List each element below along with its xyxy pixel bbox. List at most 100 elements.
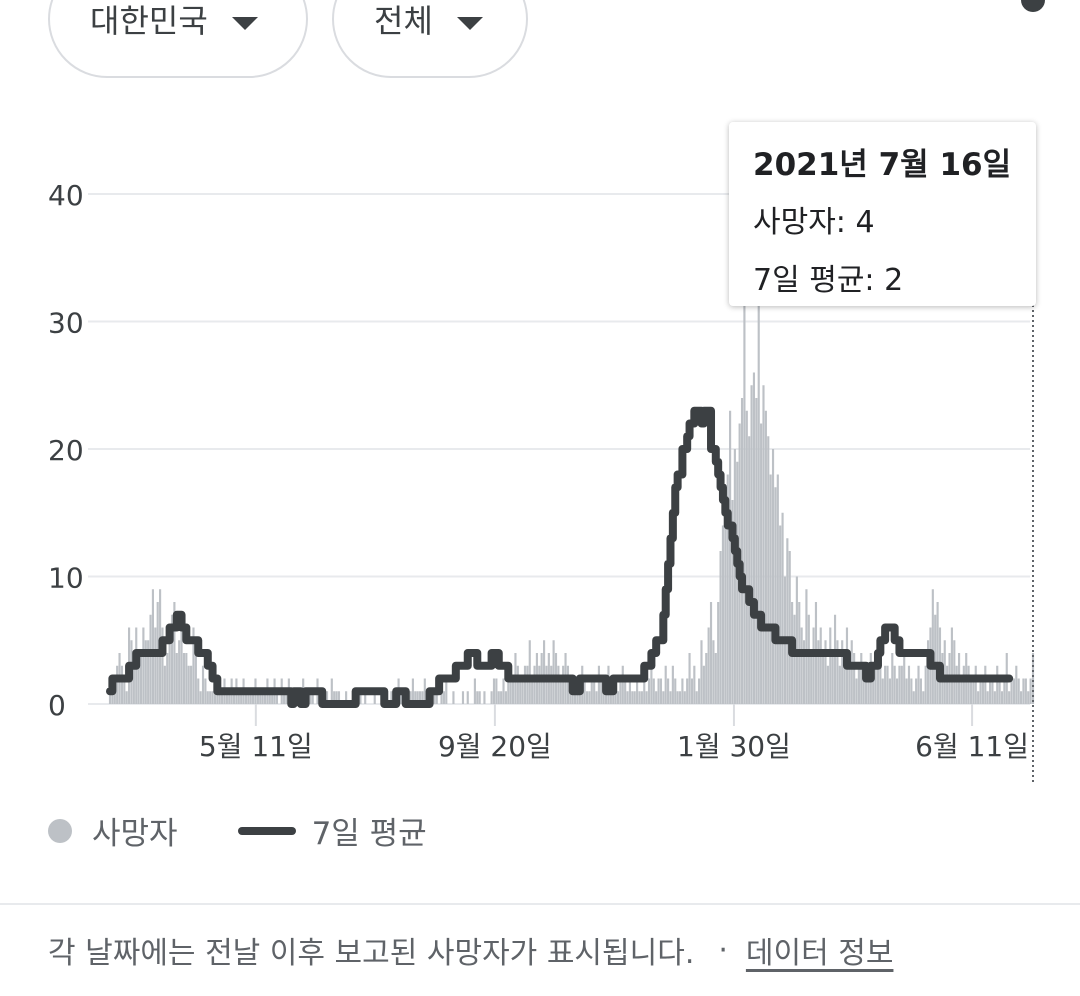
death-bar <box>705 653 708 704</box>
death-bar <box>802 640 806 704</box>
death-bar <box>860 653 863 704</box>
death-bar <box>650 665 653 704</box>
death-bar <box>891 653 894 704</box>
x-tick-label: 5월 11일 <box>199 730 313 763</box>
death-bar <box>199 691 202 704</box>
death-bar <box>180 614 183 704</box>
y-tick-label: 40 <box>48 179 84 212</box>
death-bar <box>729 410 732 704</box>
death-bar <box>309 691 312 704</box>
death-bar <box>829 627 832 704</box>
death-bar <box>533 665 536 704</box>
y-tick-label: 0 <box>48 689 66 722</box>
death-bar <box>800 627 803 704</box>
death-bar <box>795 576 798 704</box>
death-bar <box>979 678 982 704</box>
death-bar <box>151 589 155 704</box>
death-bar <box>624 678 627 704</box>
death-bar <box>655 691 658 704</box>
death-bar <box>855 678 858 704</box>
death-bar <box>996 665 999 704</box>
death-bar <box>562 665 565 704</box>
death-bar <box>736 461 739 704</box>
death-bar <box>884 665 887 704</box>
death-bar <box>724 500 727 704</box>
death-bar <box>867 665 870 704</box>
death-bar <box>1024 678 1027 704</box>
region-dropdown-label: 대한민국 <box>90 2 208 40</box>
death-bar <box>698 678 701 704</box>
death-bar <box>557 665 560 704</box>
death-bar <box>476 691 479 704</box>
death-bar <box>690 678 694 704</box>
death-bar <box>333 691 336 704</box>
death-bar <box>509 678 512 704</box>
death-bar <box>1000 691 1004 704</box>
y-tick-label: 20 <box>48 434 84 467</box>
death-bar <box>934 614 937 704</box>
death-bar <box>652 678 655 704</box>
death-bar <box>743 194 746 704</box>
deaths-legend-label: 사망자 <box>92 816 178 852</box>
region-dropdown[interactable]: 대한민국 <box>48 0 308 78</box>
death-bar <box>731 500 734 704</box>
death-bar <box>144 640 147 704</box>
death-bar <box>776 474 779 704</box>
death-bar <box>1029 678 1032 704</box>
death-bar <box>805 589 808 704</box>
data-info-link[interactable]: 데이터 정보 <box>745 936 894 971</box>
death-bar <box>511 678 515 704</box>
death-bar <box>709 602 713 704</box>
death-bar <box>740 398 744 704</box>
death-bar <box>850 640 853 704</box>
death-bar <box>748 436 751 704</box>
death-bar <box>283 691 286 704</box>
death-bar <box>211 691 214 704</box>
death-bar <box>602 691 605 704</box>
death-bar <box>755 398 758 704</box>
death-bar <box>445 678 448 704</box>
death-bar <box>900 665 903 704</box>
death-bar <box>507 665 510 704</box>
death-bar <box>373 691 376 704</box>
death-bar <box>788 551 791 704</box>
death-bar <box>583 678 586 704</box>
death-bar <box>636 678 639 704</box>
death-bar <box>721 525 725 704</box>
death-bar <box>786 538 789 704</box>
death-bar <box>576 691 579 704</box>
death-bar <box>440 691 443 704</box>
y-axis-labels: 0 10 20 30 40 <box>48 179 84 722</box>
death-bar <box>521 678 524 704</box>
death-bar <box>201 665 205 704</box>
death-bar <box>452 691 455 704</box>
death-bar <box>905 678 908 704</box>
death-bar <box>330 678 333 704</box>
death-bar <box>252 691 255 704</box>
deaths-chart[interactable]: 0 10 20 30 40 5월 11일 9월 20일 1월 30일 6월 11일 <box>0 0 1080 800</box>
death-bar <box>819 627 822 704</box>
death-bar <box>542 640 546 704</box>
death-bar <box>1010 678 1013 704</box>
death-bar <box>414 691 417 704</box>
death-bar <box>764 410 767 704</box>
death-bar <box>1012 678 1015 704</box>
death-bar <box>519 678 522 704</box>
death-bar <box>495 678 498 704</box>
death-bar <box>221 691 224 704</box>
death-bar <box>1015 665 1018 704</box>
death-bar <box>595 691 598 704</box>
death-bar <box>442 691 445 704</box>
death-bar <box>693 665 696 704</box>
death-bar <box>399 691 403 704</box>
death-bar <box>998 678 1001 704</box>
death-bar <box>526 665 529 704</box>
death-bar <box>247 691 250 704</box>
death-bar <box>960 678 963 704</box>
death-bar <box>695 691 698 704</box>
death-bar <box>497 691 500 704</box>
death-bar <box>187 665 190 704</box>
death-bar <box>848 665 851 704</box>
death-bar <box>190 665 193 704</box>
death-bar <box>686 678 689 704</box>
